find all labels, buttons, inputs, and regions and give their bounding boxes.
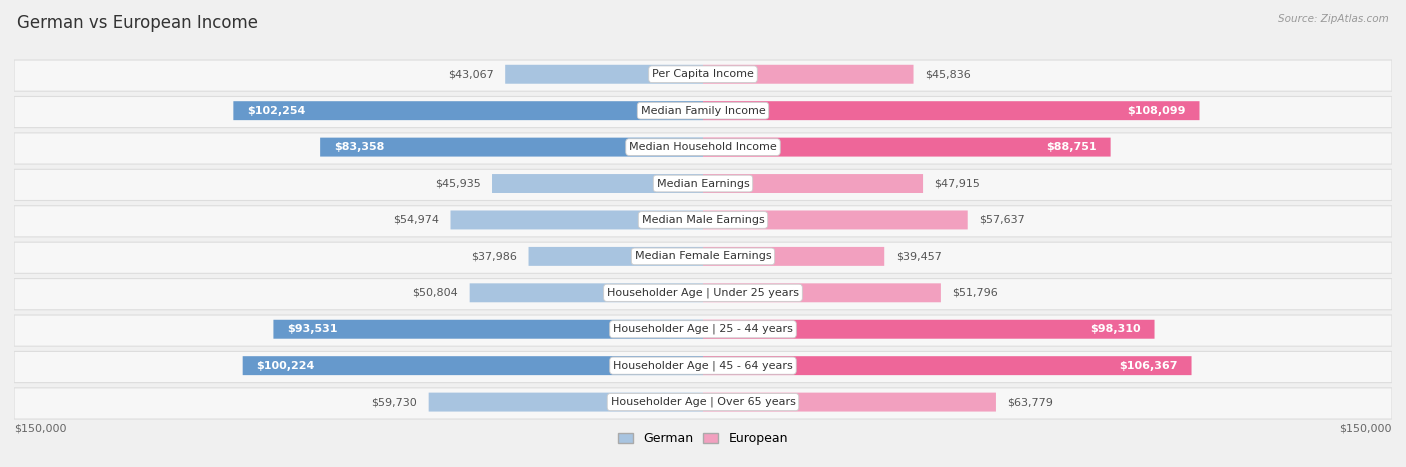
Text: Median Male Earnings: Median Male Earnings bbox=[641, 215, 765, 225]
Text: Householder Age | Over 65 years: Householder Age | Over 65 years bbox=[610, 397, 796, 407]
Text: $98,310: $98,310 bbox=[1090, 324, 1140, 334]
Text: Median Female Earnings: Median Female Earnings bbox=[634, 251, 772, 262]
FancyBboxPatch shape bbox=[14, 170, 1392, 200]
FancyBboxPatch shape bbox=[703, 393, 995, 411]
Text: Source: ZipAtlas.com: Source: ZipAtlas.com bbox=[1278, 14, 1389, 24]
FancyBboxPatch shape bbox=[14, 206, 1392, 237]
FancyBboxPatch shape bbox=[703, 320, 1154, 339]
Text: $51,796: $51,796 bbox=[952, 288, 998, 298]
Text: $59,730: $59,730 bbox=[371, 397, 418, 407]
Text: Per Capita Income: Per Capita Income bbox=[652, 69, 754, 79]
FancyBboxPatch shape bbox=[233, 101, 703, 120]
FancyBboxPatch shape bbox=[429, 393, 703, 411]
FancyBboxPatch shape bbox=[14, 388, 1392, 419]
FancyBboxPatch shape bbox=[14, 97, 1392, 127]
FancyBboxPatch shape bbox=[703, 283, 941, 302]
Text: $88,751: $88,751 bbox=[1046, 142, 1097, 152]
FancyBboxPatch shape bbox=[14, 60, 1392, 91]
FancyBboxPatch shape bbox=[703, 101, 1199, 120]
Text: German vs European Income: German vs European Income bbox=[17, 14, 257, 32]
FancyBboxPatch shape bbox=[703, 174, 924, 193]
FancyBboxPatch shape bbox=[703, 138, 1111, 156]
FancyBboxPatch shape bbox=[703, 356, 1191, 375]
Text: $54,974: $54,974 bbox=[394, 215, 439, 225]
FancyBboxPatch shape bbox=[703, 247, 884, 266]
Text: Householder Age | Under 25 years: Householder Age | Under 25 years bbox=[607, 288, 799, 298]
Text: $150,000: $150,000 bbox=[1340, 423, 1392, 433]
Text: $45,836: $45,836 bbox=[925, 69, 970, 79]
Text: $50,804: $50,804 bbox=[412, 288, 458, 298]
FancyBboxPatch shape bbox=[703, 211, 967, 229]
FancyBboxPatch shape bbox=[243, 356, 703, 375]
FancyBboxPatch shape bbox=[321, 138, 703, 156]
Legend: German, European: German, European bbox=[613, 427, 793, 451]
FancyBboxPatch shape bbox=[14, 242, 1392, 273]
FancyBboxPatch shape bbox=[273, 320, 703, 339]
Text: $100,224: $100,224 bbox=[256, 361, 315, 371]
Text: Median Earnings: Median Earnings bbox=[657, 178, 749, 189]
Text: Median Family Income: Median Family Income bbox=[641, 106, 765, 116]
FancyBboxPatch shape bbox=[14, 279, 1392, 310]
Text: $45,935: $45,935 bbox=[434, 178, 481, 189]
FancyBboxPatch shape bbox=[14, 133, 1392, 164]
Text: $102,254: $102,254 bbox=[247, 106, 305, 116]
Text: $37,986: $37,986 bbox=[471, 251, 517, 262]
Text: $106,367: $106,367 bbox=[1119, 361, 1178, 371]
FancyBboxPatch shape bbox=[703, 65, 914, 84]
FancyBboxPatch shape bbox=[505, 65, 703, 84]
FancyBboxPatch shape bbox=[14, 352, 1392, 382]
FancyBboxPatch shape bbox=[492, 174, 703, 193]
Text: Householder Age | 25 - 44 years: Householder Age | 25 - 44 years bbox=[613, 324, 793, 334]
Text: $108,099: $108,099 bbox=[1128, 106, 1185, 116]
Text: Median Household Income: Median Household Income bbox=[628, 142, 778, 152]
Text: $150,000: $150,000 bbox=[14, 423, 66, 433]
FancyBboxPatch shape bbox=[529, 247, 703, 266]
FancyBboxPatch shape bbox=[14, 315, 1392, 346]
Text: $63,779: $63,779 bbox=[1008, 397, 1053, 407]
Text: $43,067: $43,067 bbox=[449, 69, 494, 79]
Text: $57,637: $57,637 bbox=[979, 215, 1025, 225]
Text: $93,531: $93,531 bbox=[287, 324, 337, 334]
Text: $47,915: $47,915 bbox=[935, 178, 980, 189]
Text: $39,457: $39,457 bbox=[896, 251, 942, 262]
Text: $83,358: $83,358 bbox=[333, 142, 384, 152]
FancyBboxPatch shape bbox=[470, 283, 703, 302]
Text: Householder Age | 45 - 64 years: Householder Age | 45 - 64 years bbox=[613, 361, 793, 371]
FancyBboxPatch shape bbox=[450, 211, 703, 229]
